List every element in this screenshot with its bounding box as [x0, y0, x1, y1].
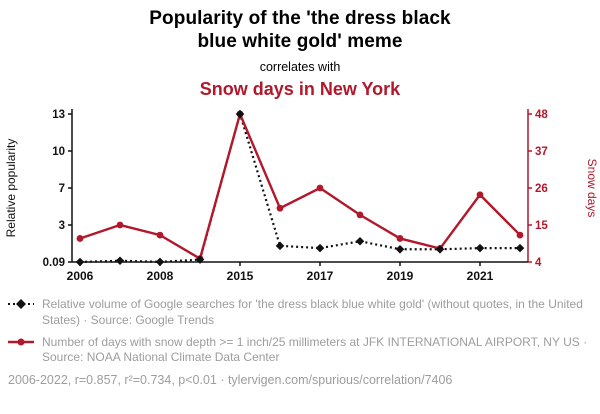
series-google-trends: [79, 110, 520, 264]
svg-text:2008: 2008: [147, 269, 174, 283]
legend-item-google-trends: Relative volume of Google searches for '…: [8, 297, 590, 328]
svg-text:26: 26: [535, 183, 548, 195]
right-axis: 4 15 26 37 48 Snow days: [527, 109, 599, 269]
svg-text:Relative popularity: Relative popularity: [4, 139, 18, 238]
stats-footer: 2006-2022, r=0.857, r²=0.734, p<0.01 · t…: [8, 372, 453, 387]
x-axis: 2006 2008 2015 2017 2019 2021: [67, 261, 528, 283]
legend-item-snow-days: Number of days with snow depth >= 1 inch…: [8, 335, 590, 366]
svg-text:3: 3: [59, 220, 65, 232]
legend-text-google-trends: Relative volume of Google searches for '…: [42, 297, 583, 327]
diamond-dotted-line-marker-icon: [8, 298, 34, 314]
chart-header: Popularity of the 'the dress black blue …: [0, 0, 600, 100]
svg-text:2017: 2017: [307, 269, 334, 283]
svg-text:37: 37: [535, 146, 548, 158]
chart-title-secondary: Snow days in New York: [199, 79, 401, 100]
series-snow-days: [79, 110, 521, 261]
left-axis: 0.09 3 7 10 13 Relative popularity: [4, 109, 73, 269]
svg-text:2021: 2021: [467, 269, 494, 283]
svg-text:0.09: 0.09: [43, 257, 65, 269]
svg-text:10: 10: [52, 146, 65, 158]
chart-title: Popularity of the 'the dress black blue …: [149, 8, 451, 53]
svg-text:2015: 2015: [227, 269, 254, 283]
legend-text-snow-days: Number of days with snow depth >= 1 inch…: [42, 335, 588, 365]
svg-text:Snow days: Snow days: [585, 159, 599, 218]
svg-text:15: 15: [535, 220, 548, 232]
solid-line-circle-marker-icon: [8, 336, 34, 352]
chart-legend: Relative volume of Google searches for '…: [0, 297, 600, 365]
series-markers: [75, 110, 525, 267]
correlates-with-label: correlates with: [259, 60, 341, 75]
svg-text:48: 48: [535, 109, 548, 121]
svg-text:2006: 2006: [67, 269, 94, 283]
svg-text:7: 7: [59, 183, 65, 195]
svg-text:13: 13: [52, 109, 65, 121]
svg-text:2019: 2019: [387, 269, 414, 283]
svg-text:4: 4: [535, 257, 542, 269]
